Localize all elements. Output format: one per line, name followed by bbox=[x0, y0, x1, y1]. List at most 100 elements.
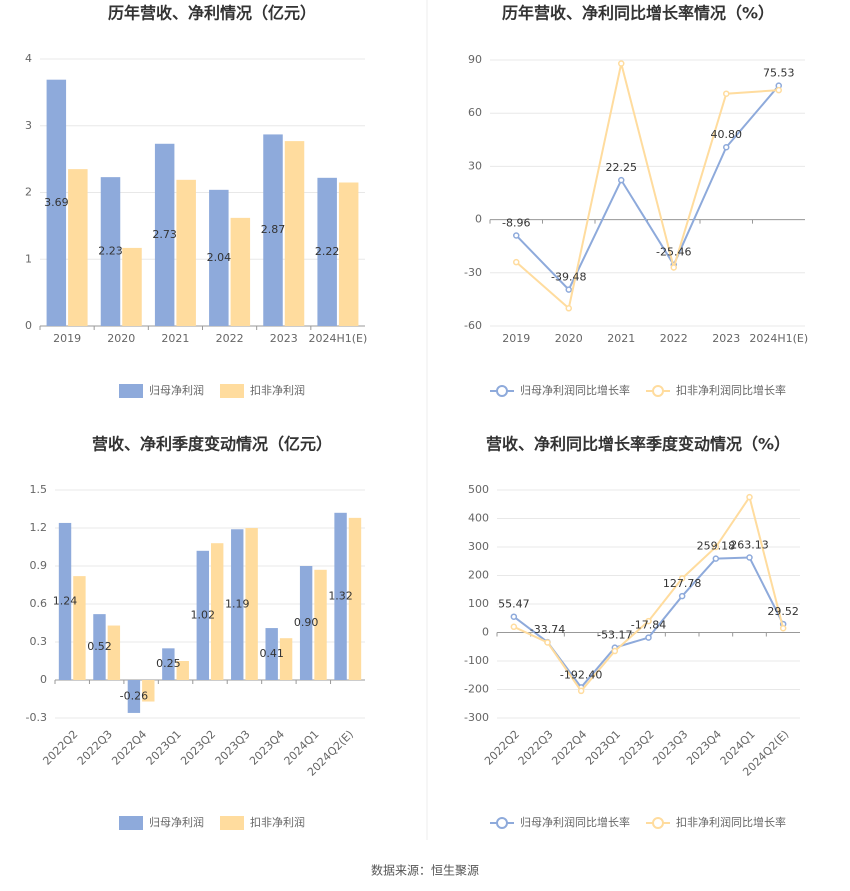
point bbox=[510, 623, 518, 631]
source-note: 数据来源：恒生聚源 bbox=[371, 863, 479, 878]
data-label: -39.48 bbox=[551, 271, 586, 284]
point bbox=[510, 613, 518, 620]
legend-label: 扣非净利润 bbox=[250, 383, 305, 397]
y-tick-label: -0.3 bbox=[26, 711, 47, 724]
legend: 归母净利润同比增长率 扣非净利润同比增长率 bbox=[490, 383, 786, 397]
point bbox=[565, 305, 572, 312]
bar bbox=[334, 512, 347, 680]
x-tick-label: 2023Q3 bbox=[213, 728, 253, 768]
data-label: 0.90 bbox=[294, 616, 319, 629]
legend-label: 扣非净利润同比增长率 bbox=[676, 815, 786, 829]
x-tick-label: 2022 bbox=[660, 332, 688, 345]
data-label: 2.23 bbox=[98, 245, 123, 258]
chart-title: 历年营收、净利同比增长率情况（%） bbox=[502, 4, 774, 23]
x-tick-label: 2022 bbox=[216, 332, 244, 345]
data-label: 1.24 bbox=[53, 594, 78, 607]
bar bbox=[209, 189, 229, 326]
data-label: 55.47 bbox=[498, 598, 530, 611]
point bbox=[565, 286, 572, 293]
point bbox=[746, 493, 753, 501]
data-label: 29.52 bbox=[767, 605, 799, 618]
y-tick-label: -200 bbox=[464, 683, 489, 696]
bar bbox=[176, 179, 196, 326]
legend-swatch bbox=[496, 817, 508, 829]
point bbox=[723, 90, 730, 97]
point bbox=[618, 176, 625, 184]
y-tick-label: 0.6 bbox=[30, 597, 48, 610]
point bbox=[618, 60, 625, 67]
data-label: 1.32 bbox=[328, 589, 353, 602]
point bbox=[779, 624, 787, 632]
y-tick-label: 1 bbox=[25, 252, 32, 265]
x-tick-label: 2022Q4 bbox=[109, 728, 149, 768]
legend-label: 扣非净利润 bbox=[250, 815, 305, 829]
data-label: 2.87 bbox=[261, 223, 286, 236]
bar bbox=[100, 177, 121, 326]
legend-swatch bbox=[119, 816, 143, 830]
x-tick-label: 2023 bbox=[712, 332, 740, 345]
y-tick-label: 200 bbox=[468, 569, 489, 582]
legend-swatch bbox=[220, 384, 244, 398]
legend-label: 归母净利润同比增长率 bbox=[520, 383, 630, 397]
data-label: 2.04 bbox=[207, 251, 232, 264]
bar bbox=[154, 143, 175, 326]
x-tick-label: 2024H1(E) bbox=[749, 332, 808, 345]
bar bbox=[231, 529, 244, 680]
y-tick-label: 0 bbox=[25, 319, 32, 332]
bar bbox=[211, 543, 224, 680]
bar bbox=[93, 614, 106, 680]
data-label: 2.73 bbox=[152, 228, 177, 241]
y-tick-label: -60 bbox=[464, 319, 482, 332]
bar bbox=[314, 569, 327, 680]
bar bbox=[245, 528, 258, 680]
data-label: 2.22 bbox=[315, 245, 340, 258]
y-tick-label: 3 bbox=[25, 119, 32, 132]
bar bbox=[73, 576, 86, 680]
bar bbox=[230, 217, 251, 326]
data-label: 3.69 bbox=[44, 196, 69, 209]
legend-swatch bbox=[652, 385, 664, 397]
data-label: 22.25 bbox=[606, 161, 638, 174]
x-tick-label: 2019 bbox=[502, 332, 530, 345]
x-tick-label: 2021 bbox=[607, 332, 635, 345]
x-tick-label: 2023Q2 bbox=[617, 728, 657, 768]
legend: 归母净利润 扣非净利润 bbox=[119, 383, 305, 398]
data-label: 75.53 bbox=[763, 67, 795, 80]
y-tick-label: 1.2 bbox=[30, 521, 48, 534]
x-tick-label: 2023Q2 bbox=[178, 728, 218, 768]
point bbox=[712, 543, 720, 551]
y-tick-label: -100 bbox=[464, 654, 489, 667]
legend-swatch bbox=[496, 385, 508, 397]
x-tick-label: 2022Q4 bbox=[549, 728, 589, 768]
y-tick-label: 100 bbox=[468, 597, 489, 610]
point bbox=[577, 687, 585, 695]
point bbox=[746, 554, 753, 561]
x-tick-label: 2020 bbox=[107, 332, 135, 345]
bar bbox=[338, 182, 359, 326]
data-label: 263.13 bbox=[730, 539, 769, 552]
x-tick-label: 2023Q4 bbox=[684, 728, 724, 768]
point bbox=[513, 232, 520, 239]
y-tick-label: 0.9 bbox=[30, 559, 48, 572]
x-tick-label: 2023Q1 bbox=[144, 728, 184, 768]
line bbox=[515, 63, 779, 311]
data-label: 259.18 bbox=[697, 540, 736, 553]
bar bbox=[58, 522, 72, 680]
y-tick-label: -300 bbox=[464, 711, 489, 724]
point bbox=[775, 86, 782, 94]
point bbox=[670, 264, 677, 271]
data-label: 1.02 bbox=[191, 608, 216, 621]
point bbox=[645, 634, 652, 641]
bar bbox=[142, 680, 155, 702]
bar bbox=[317, 177, 337, 326]
x-tick-label: 2022Q2 bbox=[40, 728, 80, 768]
line bbox=[515, 85, 780, 292]
legend-swatch bbox=[652, 817, 664, 829]
y-tick-label: 60 bbox=[468, 106, 482, 119]
y-tick-label: 0 bbox=[475, 213, 482, 226]
bar bbox=[122, 247, 142, 326]
data-label: -25.46 bbox=[656, 246, 691, 259]
bar bbox=[127, 680, 141, 713]
legend-label: 归母净利润 bbox=[149, 383, 204, 397]
x-tick-label: 2023Q3 bbox=[650, 728, 690, 768]
